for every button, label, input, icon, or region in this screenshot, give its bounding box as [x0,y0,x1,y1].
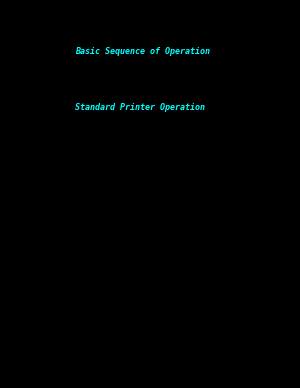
Text: Standard Printer Operation: Standard Printer Operation [75,103,205,113]
Text: Basic Sequence of Operation: Basic Sequence of Operation [75,47,210,56]
